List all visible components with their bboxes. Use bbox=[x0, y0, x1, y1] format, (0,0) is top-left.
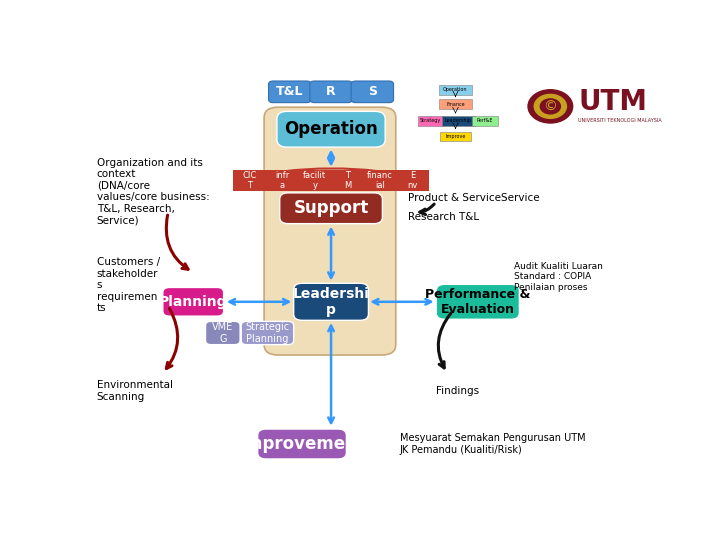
Text: Strategy: Strategy bbox=[420, 118, 441, 124]
Circle shape bbox=[534, 94, 567, 118]
Text: Customers /
stakeholder
s
requiremen
ts: Customers / stakeholder s requiremen ts bbox=[96, 257, 160, 313]
Text: ©: © bbox=[544, 99, 557, 113]
FancyBboxPatch shape bbox=[279, 193, 382, 224]
FancyBboxPatch shape bbox=[310, 81, 352, 103]
Bar bbox=[440, 132, 471, 141]
FancyBboxPatch shape bbox=[258, 429, 346, 459]
Text: E
nv: E nv bbox=[408, 171, 418, 190]
Text: Audit Kualiti Luaran
Standard : COPIA
Penilaian proses: Audit Kualiti Luaran Standard : COPIA Pe… bbox=[514, 262, 603, 292]
Text: Improvement: Improvement bbox=[239, 435, 365, 453]
Bar bbox=[418, 116, 443, 125]
Text: Planning: Planning bbox=[159, 295, 228, 309]
FancyBboxPatch shape bbox=[205, 321, 240, 345]
Text: infr
a: infr a bbox=[275, 171, 289, 190]
Bar bbox=[233, 170, 428, 191]
Text: Support: Support bbox=[294, 199, 369, 217]
Text: Finance: Finance bbox=[446, 102, 465, 107]
Text: Improve: Improve bbox=[445, 134, 466, 139]
Text: Leadership: Leadership bbox=[445, 118, 472, 124]
Text: Operation: Operation bbox=[284, 120, 378, 138]
FancyBboxPatch shape bbox=[351, 81, 394, 103]
FancyBboxPatch shape bbox=[264, 107, 396, 355]
Text: Perf&E: Perf&E bbox=[477, 118, 493, 124]
FancyBboxPatch shape bbox=[241, 321, 294, 345]
Text: Performance &
Evaluation: Performance & Evaluation bbox=[425, 288, 531, 316]
Text: Product & ServiceService: Product & ServiceService bbox=[408, 193, 540, 203]
Text: Leadershi
p: Leadershi p bbox=[292, 287, 369, 317]
Bar bbox=[441, 116, 475, 125]
Text: VME
G: VME G bbox=[212, 322, 233, 344]
Text: CIC
T: CIC T bbox=[243, 171, 257, 190]
Bar bbox=[438, 85, 472, 95]
Text: Findings: Findings bbox=[436, 386, 479, 396]
FancyBboxPatch shape bbox=[269, 81, 311, 103]
Text: R: R bbox=[326, 85, 336, 98]
Bar bbox=[472, 116, 498, 125]
FancyBboxPatch shape bbox=[294, 284, 369, 320]
Text: Research T&L: Research T&L bbox=[408, 212, 480, 221]
Circle shape bbox=[528, 90, 572, 123]
Text: financ
ial: financ ial bbox=[367, 171, 393, 190]
FancyBboxPatch shape bbox=[436, 285, 519, 319]
Text: facilit
y: facilit y bbox=[303, 171, 326, 190]
Text: UTM: UTM bbox=[578, 88, 647, 116]
Text: Environmental
Scanning: Environmental Scanning bbox=[96, 380, 173, 402]
Text: Operation: Operation bbox=[444, 87, 468, 92]
FancyBboxPatch shape bbox=[277, 111, 385, 147]
Text: Strategic
Planning: Strategic Planning bbox=[246, 322, 289, 344]
Text: Mesyuarat Semakan Pengurusan UTM
JK Pemandu (Kualiti/Risk): Mesyuarat Semakan Pengurusan UTM JK Pema… bbox=[400, 433, 585, 455]
Text: UNIVERSITI TEKNOLOGI MALAYSIA: UNIVERSITI TEKNOLOGI MALAYSIA bbox=[578, 118, 662, 124]
Text: S: S bbox=[368, 85, 377, 98]
Text: Organization and its
context
(DNA/core
values/core business:
T&L, Research,
Serv: Organization and its context (DNA/core v… bbox=[96, 158, 210, 226]
Circle shape bbox=[540, 99, 560, 114]
Text: T
M: T M bbox=[343, 171, 351, 190]
FancyBboxPatch shape bbox=[163, 287, 224, 316]
Bar bbox=[438, 99, 472, 110]
Text: T&L: T&L bbox=[276, 85, 304, 98]
